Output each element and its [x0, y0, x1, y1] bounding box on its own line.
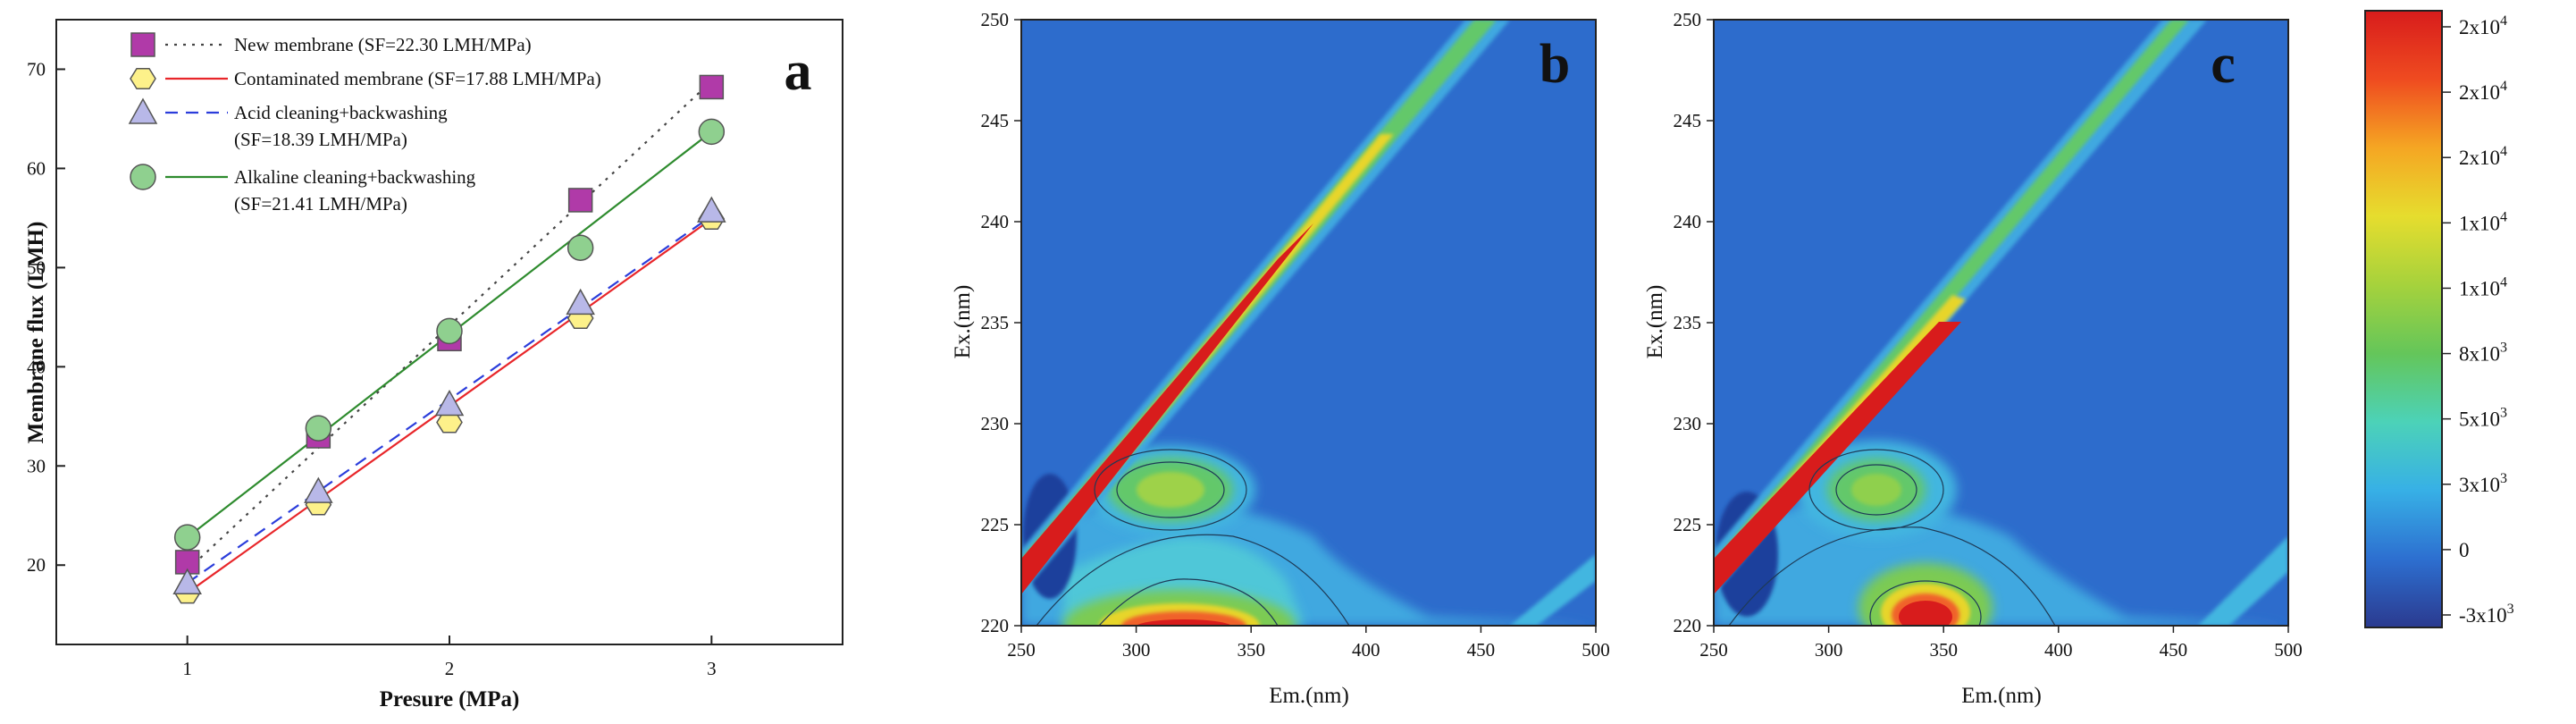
x-tick-label: 400 — [1352, 639, 1380, 661]
data-point-1 — [567, 188, 593, 213]
y-tick-label: 230 — [981, 413, 1010, 434]
data-point-3 — [566, 288, 595, 316]
x-tick-label: 250 — [1007, 639, 1036, 661]
data-point-3 — [172, 568, 202, 594]
legend: New membrane (SF=22.30 LMH/MPa) Contamina… — [128, 32, 601, 215]
colorbar-gradient — [2364, 10, 2443, 628]
x-tick-label: 450 — [2160, 639, 2188, 661]
colorbar-tick-label: 3x103 — [2459, 471, 2507, 496]
data-point-4 — [436, 317, 463, 345]
y-tick-label: 250 — [1674, 9, 1702, 30]
colorbar-tick-label: 2x104 — [2459, 13, 2507, 38]
data-markers — [172, 74, 726, 604]
legend-marker — [128, 97, 158, 124]
colorbar-ticks: 2x104 2x104 2x104 1x104 1x104 8x103 5x103 3x103… — [2442, 13, 2514, 627]
data-point-4 — [698, 118, 726, 146]
y-tick-label: 235 — [1674, 312, 1702, 333]
data-point-1 — [699, 74, 725, 100]
data-point-3 — [697, 196, 726, 223]
y-axis-label-b: Ex.(nm) — [951, 285, 975, 359]
x-tick-label: 350 — [1237, 639, 1265, 661]
x-tick-label: 350 — [1929, 639, 1958, 661]
y-tick-label: 240 — [981, 211, 1010, 232]
contour-fill-b — [1021, 20, 1596, 626]
legend-label: New membrane (SF=22.30 LMH/MPa) — [234, 34, 532, 55]
x-tick-label: 300 — [1122, 639, 1151, 661]
y-axis-label-c: Ex.(nm) — [1643, 285, 1667, 359]
legend-label: (SF=18.39 LMH/MPa) — [234, 129, 407, 150]
legend-label: Contaminated membrane (SF=17.88 LMH/MPa) — [234, 68, 601, 89]
y-tick-label: 220 — [981, 615, 1010, 636]
data-point-4 — [566, 234, 594, 261]
colorbar-tick-label: 1x104 — [2459, 209, 2507, 234]
legend-entry-2: Contaminated membrane (SF=17.88 LMH/MPa) — [130, 67, 601, 90]
y-tick-label: 225 — [981, 514, 1010, 535]
y-tick-label: 240 — [1674, 211, 1702, 232]
legend-entry-1: New membrane (SF=22.30 LMH/MPa) — [130, 32, 532, 57]
y-tick-label: 235 — [981, 312, 1010, 333]
data-point-3 — [304, 476, 333, 503]
x-tick-label: 300 — [1815, 639, 1843, 661]
x-tick-label: 500 — [2274, 639, 2303, 661]
legend-entry-4: Alkaline cleaning+backwashing (SF=21.41 L… — [130, 164, 476, 215]
x-axis-label-b: Em.(nm) — [1269, 684, 1349, 708]
flux-chart: 1 2 3 20 30 40 50 60 70 New membrane (SF=22.30 L… — [24, 19, 843, 711]
legend-label: Alkaline cleaning+backwashing — [234, 166, 476, 188]
y-tick-label: 250 — [981, 9, 1010, 30]
panel-label-c: c — [2211, 34, 2236, 95]
x-tick-label: 500 — [1582, 639, 1610, 661]
x-axis-label: Presure (MPa) — [380, 687, 520, 711]
contour-fill-c — [1714, 20, 2288, 626]
x-tick-label: 1 — [182, 658, 192, 679]
y-tick-label: 70 — [27, 58, 46, 80]
data-point-4 — [305, 415, 332, 442]
colorbar-tick-label: 5x103 — [2459, 406, 2507, 431]
axis-ticks: 1 2 3 20 30 40 50 60 70 — [27, 58, 717, 679]
legend-marker — [130, 32, 155, 57]
colorbar-tick-label: 8x103 — [2459, 341, 2507, 366]
panel-label-a: a — [785, 41, 812, 102]
y-tick-label: 245 — [1674, 110, 1702, 131]
y-tick-label: 245 — [981, 110, 1010, 131]
y-tick-label: 225 — [1674, 514, 1702, 535]
x-axis-label-c: Em.(nm) — [1961, 684, 2042, 708]
axis-ticks-b: 250 300 350 400 450 500 220 225 230 235 240 245 250 — [981, 9, 1610, 661]
legend-marker — [130, 67, 156, 90]
y-tick-label: 230 — [1674, 413, 1702, 434]
y-tick-label: 40 — [27, 356, 46, 377]
y-axis-label: Membrane flux (LMH) — [24, 222, 48, 444]
colorbar-tick-label: 2x104 — [2459, 79, 2507, 104]
data-point-4 — [173, 524, 201, 551]
colorbar-tick-label: 1x104 — [2459, 274, 2507, 299]
legend-label: (SF=21.41 LMH/MPa) — [234, 193, 407, 215]
x-tick-label: 400 — [2044, 639, 2073, 661]
y-tick-label: 50 — [27, 257, 46, 278]
panel-label-b: b — [1540, 34, 1570, 95]
axis-ticks-c: 250 300 350 400 450 500 220 225 230 235 240 245 250 — [1674, 9, 2303, 661]
colorbar-tick-label: -3x103 — [2459, 602, 2514, 627]
x-tick-label: 3 — [707, 658, 717, 679]
x-tick-label: 450 — [1467, 639, 1496, 661]
legend-entry-3: Acid cleaning+backwashing (SF=18.39 LMH/M… — [128, 97, 448, 150]
legend-label: Acid cleaning+backwashing — [234, 102, 448, 123]
legend-marker — [130, 164, 156, 190]
y-tick-label: 220 — [1674, 615, 1702, 636]
x-tick-label: 2 — [445, 658, 455, 679]
data-point-3 — [434, 389, 465, 417]
y-tick-label: 20 — [27, 554, 46, 576]
colorbar-tick-label: 2x104 — [2459, 144, 2507, 169]
x-tick-label: 250 — [1699, 639, 1728, 661]
y-tick-label: 30 — [27, 455, 46, 476]
colorbar-tick-label: 0 — [2459, 539, 2470, 561]
y-tick-label: 60 — [27, 157, 46, 179]
